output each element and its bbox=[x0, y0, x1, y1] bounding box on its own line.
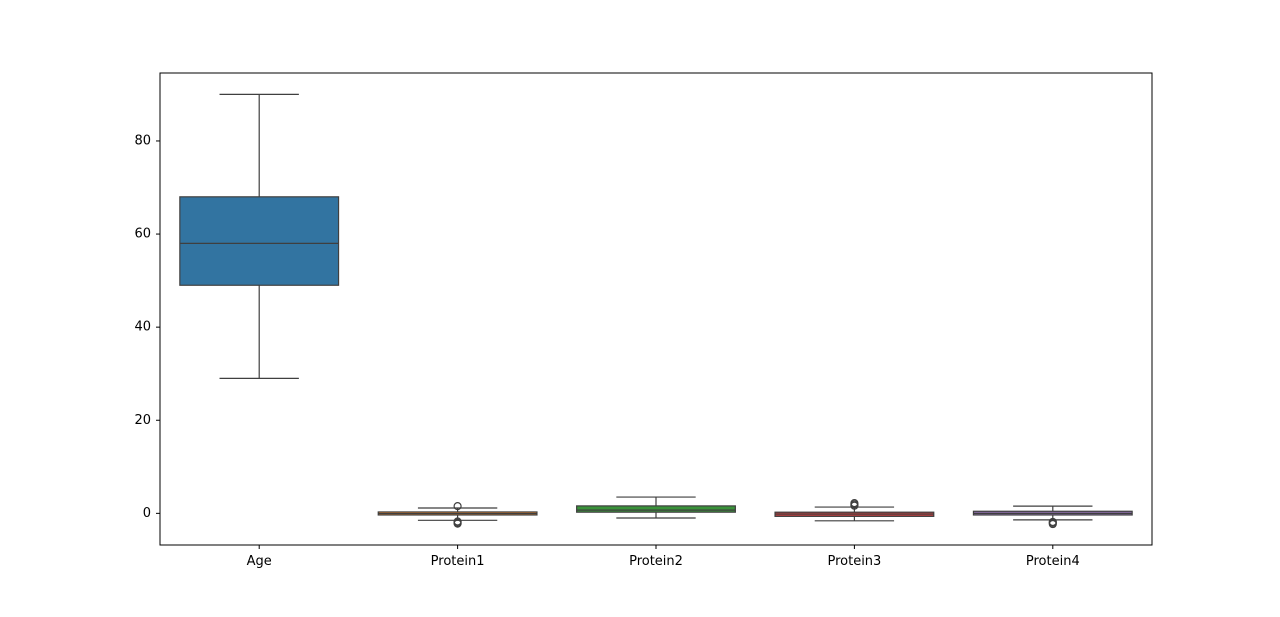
box-iqr bbox=[179, 196, 340, 286]
outlier-point bbox=[453, 519, 462, 528]
y-tick-label: 0 bbox=[143, 506, 151, 521]
x-axis: Age Protein1 Protein2 Protein3 Protein4 bbox=[247, 545, 1080, 569]
box-iqr bbox=[576, 505, 736, 513]
y-tick-label: 40 bbox=[134, 320, 151, 335]
x-tick-label: Age bbox=[247, 554, 272, 569]
y-axis: 0 20 40 60 80 bbox=[134, 133, 160, 521]
x-tick-label: Protein3 bbox=[827, 554, 881, 569]
y-tick-label: 80 bbox=[134, 133, 151, 148]
box-group-protein4 bbox=[972, 505, 1133, 529]
outlier-point bbox=[1048, 519, 1057, 529]
y-tick-label: 60 bbox=[134, 227, 151, 242]
x-tick-label: Protein1 bbox=[431, 554, 485, 569]
outlier-point bbox=[850, 499, 859, 508]
outlier-point bbox=[453, 502, 462, 511]
x-tick-label: Protein4 bbox=[1026, 554, 1080, 569]
box-group-protein1 bbox=[377, 502, 538, 528]
x-tick-label: Protein2 bbox=[629, 554, 683, 569]
axes-frame bbox=[159, 72, 1153, 546]
box-group-protein2 bbox=[576, 496, 736, 519]
box-group-age bbox=[179, 93, 340, 379]
y-tick-label: 20 bbox=[134, 413, 151, 428]
plot-area bbox=[179, 93, 1133, 529]
box-group-protein3 bbox=[774, 499, 935, 522]
